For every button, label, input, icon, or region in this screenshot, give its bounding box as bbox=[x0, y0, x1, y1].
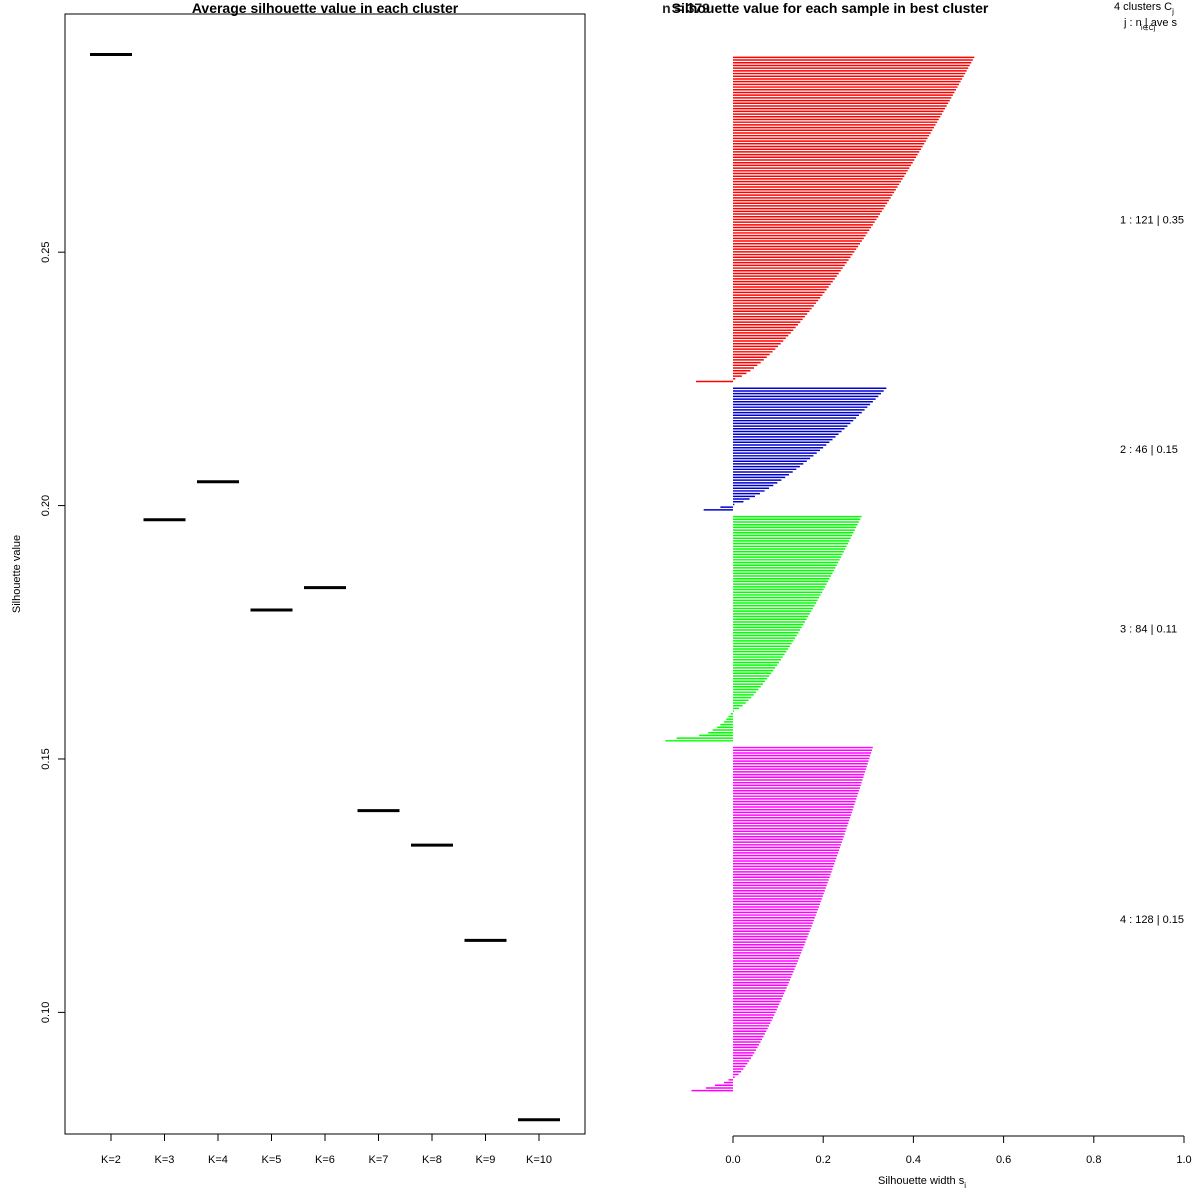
legend-cluster-label: 1 : 121 | 0.35 bbox=[1120, 214, 1184, 226]
right-x-tick-label: 0.6 bbox=[996, 1154, 1011, 1166]
right-chart-title: Silhouette value for each sample in best… bbox=[672, 0, 989, 16]
legend-header-sub: j bbox=[1171, 7, 1174, 16]
legend-subheader-sub: i∈Cj bbox=[1141, 25, 1156, 32]
left-x-tick-label: K=9 bbox=[476, 1154, 496, 1166]
legend-subheader: j : n | ave si∈Cj bbox=[1123, 17, 1177, 32]
legend-cluster-label: 2 : 46 | 0.15 bbox=[1120, 444, 1178, 456]
right-x-tick-label: 0.0 bbox=[725, 1154, 740, 1166]
left-y-tick-label: 0.15 bbox=[40, 748, 52, 769]
left-y-axis-label: Silhouette value bbox=[11, 535, 23, 613]
overlay-n-text: n = 379 bbox=[662, 0, 710, 16]
legend-header: 4 clusters Cj bbox=[1114, 1, 1174, 16]
left-x-tick-label: K=6 bbox=[315, 1154, 335, 1166]
left-x-tick-label: K=4 bbox=[208, 1154, 228, 1166]
left-plot-frame bbox=[64, 13, 586, 1135]
left-y-tick-label: 0.20 bbox=[40, 495, 52, 516]
legend-cluster-label: 4 : 128 | 0.15 bbox=[1120, 914, 1184, 926]
left-x-tick-label: K=10 bbox=[526, 1154, 552, 1166]
silhouette-bars bbox=[665, 56, 975, 1092]
left-x-tick-label: K=8 bbox=[422, 1154, 442, 1166]
left-x-tick-label: K=5 bbox=[262, 1154, 282, 1166]
left-y-tick-label: 0.25 bbox=[40, 241, 52, 262]
legend-items: 1 : 121 | 0.35 2 : 46 | 0.15 3 : 84 | 0.11… bbox=[1120, 214, 1184, 926]
legend-subheader-main: j : n | ave s bbox=[1123, 17, 1177, 29]
right-x-tick-label: 0.8 bbox=[1086, 1154, 1101, 1166]
left-x-axis: K=2 K=3 K=4 K=5 K=6 K=7 K=8 K=9 K=10 bbox=[101, 1133, 552, 1166]
left-x-tick-label: K=7 bbox=[369, 1154, 389, 1166]
left-data-marks bbox=[90, 53, 560, 1122]
cluster-legend: 4 clusters Cj j : n | ave si∈Cj 1 : 121 … bbox=[1114, 1, 1184, 926]
x-label-main: Silhouette width s bbox=[878, 1175, 965, 1187]
right-x-tick-label: 0.2 bbox=[816, 1154, 831, 1166]
x-label-sub: i bbox=[964, 1181, 966, 1190]
left-x-tick-label: K=3 bbox=[155, 1154, 175, 1166]
right-x-tick-label: 1.0 bbox=[1176, 1154, 1191, 1166]
left-x-tick-label: K=2 bbox=[101, 1154, 121, 1166]
left-chart-panel: Average silhouette value in each cluster… bbox=[11, 0, 586, 1166]
right-x-tick-label: 0.4 bbox=[906, 1154, 921, 1166]
left-y-axis: 0.10 0.15 0.20 0.25 bbox=[40, 241, 65, 1023]
left-chart-title: Average silhouette value in each cluster bbox=[192, 0, 459, 16]
left-y-tick-label: 0.10 bbox=[40, 1002, 52, 1023]
right-x-axis-label: Silhouette width si bbox=[878, 1175, 966, 1190]
right-chart-panel: Silhouette value for each sample in best… bbox=[662, 0, 1192, 1190]
legend-cluster-label: 3 : 84 | 0.11 bbox=[1120, 624, 1177, 636]
right-x-axis: 0.0 0.2 0.4 0.6 0.8 1.0 bbox=[725, 1135, 1192, 1166]
legend-header-main: 4 clusters C bbox=[1114, 1, 1172, 13]
